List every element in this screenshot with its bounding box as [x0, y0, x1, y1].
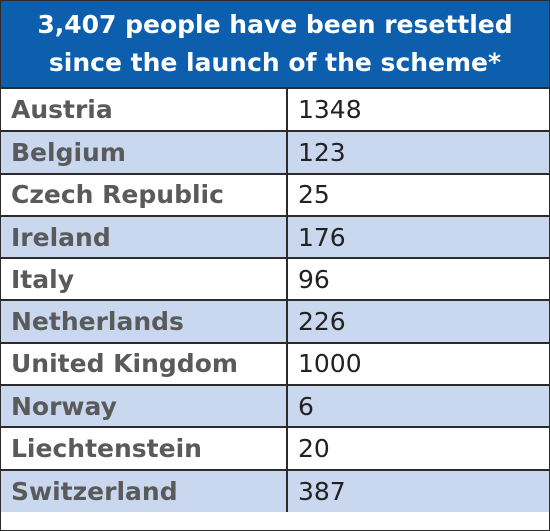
count-cell: 25 — [286, 172, 549, 217]
header: 3,407 people have been resettled since th… — [1, 1, 549, 89]
table: Austria 1348 Belgium 123 Czech Republic 25 Ire… — [1, 89, 549, 512]
country-cell: Switzerland — [1, 468, 288, 512]
count-cell: 387 — [286, 468, 549, 512]
count-cell: 6 — [286, 384, 549, 429]
table-row: Belgium 123 — [1, 130, 549, 175]
country-cell: Belgium — [1, 130, 288, 175]
count-cell: 176 — [286, 214, 549, 260]
country-cell: Austria — [1, 89, 288, 133]
country-cell: Norway — [1, 384, 288, 429]
table-row: Austria 1348 — [1, 89, 549, 133]
count-cell: 96 — [286, 257, 549, 302]
country-cell: Czech Republic — [1, 172, 288, 217]
count-cell: 123 — [286, 130, 549, 175]
country-cell: United Kingdom — [1, 341, 288, 387]
title-line: 3,407 people have been resettled — [37, 10, 513, 39]
table-row: Switzerland 387 — [1, 468, 549, 512]
count-cell: 1348 — [286, 89, 549, 133]
count-cell: 226 — [286, 299, 549, 344]
count-cell: 20 — [286, 426, 549, 471]
table-row: Czech Republic 25 — [1, 172, 549, 217]
table-row: Liechtenstein 20 — [1, 426, 549, 471]
country-cell: Liechtenstein — [1, 426, 288, 471]
table-row: Italy 96 — [1, 257, 549, 302]
title-line: since the launch of the scheme* — [48, 48, 502, 77]
table-row: Netherlands 226 — [1, 299, 549, 344]
country-cell: Ireland — [1, 214, 288, 260]
country-cell: Netherlands — [1, 299, 288, 344]
table-row: Ireland 176 — [1, 214, 549, 260]
country-cell: Italy — [1, 257, 288, 302]
table-row: Norway 6 — [1, 384, 549, 429]
count-cell: 1000 — [286, 341, 549, 387]
table-row: United Kingdom 1000 — [1, 341, 549, 387]
